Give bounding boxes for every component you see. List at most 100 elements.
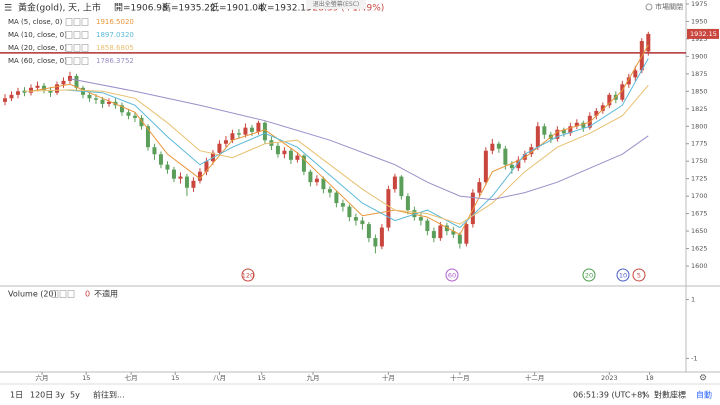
candle-body [48,89,53,93]
candle-body [483,150,488,183]
tooltip-box [306,0,366,9]
candle-body [126,112,131,116]
volume-button [59,290,67,298]
y-tick-label: 1975 [691,0,708,8]
x-tick-label: 七月 [125,373,138,382]
candle-body [100,99,105,104]
candle-body [54,84,59,93]
candle-body [249,127,254,132]
status: 市場關閉 [655,2,683,11]
period-marker-label: 120 [242,272,254,280]
candle-body [334,192,339,204]
settings-icon[interactable]: ⚙ [699,374,707,384]
header-open: 開=1906.98 [114,3,168,14]
candle-body [171,169,176,179]
candle-body [360,220,365,225]
candle-body [93,98,98,100]
candle-body [3,98,8,102]
ma-line [69,78,649,201]
legend-button [65,57,73,65]
x-tick-label: 18 [645,374,653,382]
y-tick-label: 1700 [691,192,708,200]
candle-body [191,180,196,188]
candle-body [236,133,241,135]
legend-name: MA (10, close, 0) [8,31,67,39]
candle-body [522,154,527,160]
candle-body [243,127,248,135]
candle-body [392,176,397,190]
y-tick-label: 1900 [691,52,708,60]
status-icon [645,3,653,11]
candle-body [15,91,20,95]
legend-button [73,31,81,39]
legend-button [73,18,81,26]
candle-body [145,126,150,148]
last-price-box [687,28,719,39]
x-tick-label: 十一月 [450,373,470,382]
legend-value: 1916.5020 [96,18,134,26]
legend-value: 1786.3752 [96,57,134,65]
candle-body [646,33,651,52]
range-button[interactable]: 5y [70,391,80,400]
period-marker-label: 5 [637,272,641,280]
candle-body [217,143,222,153]
y-tick-label: 1750 [691,157,708,165]
candle-body [477,182,482,193]
x-tick-label: 十二月 [525,373,545,382]
volume-tick-label: 1 [691,296,695,304]
volume-tick-label: -1 [691,354,697,362]
y-tick-label: 1850 [691,87,708,95]
candle-body [158,154,163,165]
x-tick-label: 15 [82,374,90,382]
period-marker [616,268,630,282]
menu-icon[interactable]: ☰ [4,4,12,14]
candle-body [327,189,332,193]
range-button[interactable]: 3y [55,391,65,400]
auto-button[interactable]: 自動 [696,390,712,400]
legend-value: 1897.0320 [96,31,134,39]
candle-body [418,217,423,221]
candle-body [464,224,469,244]
candle-body [386,189,391,228]
candle-body [535,126,540,148]
y-tick-label: 1950 [691,17,708,25]
y-tick-label: 1675 [691,210,708,218]
percent-button[interactable]: % [642,391,650,400]
legend-button [65,44,73,52]
candle-body [152,147,157,155]
candle-body [178,176,183,179]
candle-body [600,105,605,111]
candle-body [555,129,560,139]
x-tick-label: 八月 [213,374,226,382]
last-price-label: 1932.15 [690,30,717,38]
x-tick-label: 九月 [307,373,320,382]
log-button[interactable]: 對數座標 [654,390,686,400]
candle-body [9,94,14,99]
candle-body [223,140,228,144]
candle-body [438,225,443,239]
range-button[interactable]: 1日 [10,391,23,400]
candle-body [282,150,287,155]
candle-body [594,110,599,116]
candle-body [509,164,514,169]
legend-button [65,31,73,39]
y-tick-label: 1725 [691,175,708,183]
y-tick-label: 1625 [691,245,708,253]
period-marker [241,268,255,282]
goto-button[interactable]: 前往到... [93,390,125,400]
candle-body [210,152,215,162]
legend-name: MA (20, close, 0) [8,44,67,52]
candle-body [184,176,189,188]
candle-body [308,171,313,183]
period-marker [632,268,646,282]
volume-value: 0 [85,290,90,299]
candle-body [230,133,235,141]
candle-body [340,203,345,207]
legend-name: MA (5, close, 0) [8,18,63,26]
candle-body [165,164,170,170]
candle-body [581,122,586,128]
volume-button [67,290,75,298]
range-button[interactable]: 120日 [30,391,53,400]
y-tick-label: 1775 [691,140,708,148]
